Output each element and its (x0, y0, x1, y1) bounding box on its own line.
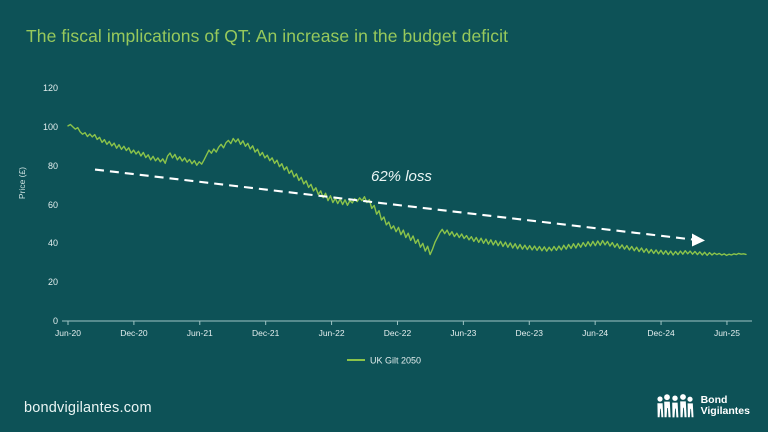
y-axis-label: Price (£) (17, 166, 27, 200)
trend-arrowhead-icon (692, 233, 705, 247)
x-axis-tick-label: Dec-20 (120, 328, 148, 338)
brand-name: Bond Vigilantes (700, 393, 750, 418)
y-axis-tick: 80 (47, 160, 58, 171)
trend-arrow (94, 168, 705, 247)
y-axis-tick: 20 (47, 277, 58, 288)
y-axis-tick: 0 (52, 316, 58, 326)
x-axis-tick-label: Jun-21 (186, 328, 213, 338)
y-axis-ticks: 0 20 40 60 80 100 120 (0, 0, 58, 432)
chart-legend: UK Gilt 2050 (0, 355, 768, 366)
y-axis-tick: 120 (42, 83, 58, 93)
x-axis-tick-label: Dec-23 (515, 328, 543, 338)
x-axis-tick-label: Jun-25 (713, 328, 740, 338)
x-axis-tick-label: Dec-24 (647, 328, 675, 338)
brand-name-line2: Vigilantes (700, 405, 750, 417)
x-axis-tick-label: Jun-24 (582, 328, 609, 338)
legend-swatch-uk-gilt-2050 (346, 358, 365, 361)
series-line-uk-gilt-2050 (67, 123, 747, 257)
y-axis-tick: 40 (47, 238, 58, 249)
x-axis-tick-label: Dec-22 (383, 328, 412, 338)
x-axis-tick-label: Jun-20 (55, 328, 81, 338)
brand-name-line1: Bond (700, 393, 728, 406)
legend-label-uk-gilt-2050: UK Gilt 2050 (369, 355, 422, 366)
x-axis-ticks (67, 321, 728, 325)
trend-dashed-line (94, 168, 693, 241)
y-axis-tick: 60 (47, 199, 58, 210)
people-group-icon (656, 394, 694, 418)
y-axis-tick: 100 (42, 121, 58, 132)
series-uk-gilt-2050 (67, 123, 747, 257)
x-axis-tick-label: Dec-21 (251, 328, 280, 338)
footer-website-url[interactable]: bondvigilantes.com (24, 400, 152, 416)
brand-logo: Bond Vigilantes (656, 393, 750, 419)
x-axis-tick-label: Jun-23 (450, 328, 477, 338)
annotation-loss-label: 62% loss (371, 168, 432, 185)
x-axis-tick-label: Jun-22 (318, 328, 345, 338)
page-title: The fiscal implications of QT: An increa… (26, 26, 509, 46)
